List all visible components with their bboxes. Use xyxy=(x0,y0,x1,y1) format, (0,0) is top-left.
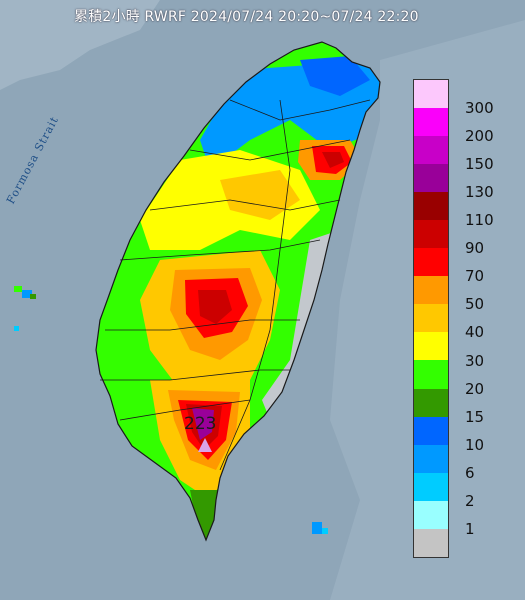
offshore-islands xyxy=(14,286,328,534)
legend-swatch xyxy=(414,332,448,361)
legend-swatch xyxy=(414,276,448,305)
legend-swatch xyxy=(414,136,448,165)
legend-label: 90 xyxy=(465,239,485,258)
legend-swatch xyxy=(414,360,448,389)
max-rainfall-marker-icon xyxy=(198,438,212,452)
legend-swatch xyxy=(414,164,448,193)
legend-swatch xyxy=(414,108,448,137)
legend-label: 10 xyxy=(465,435,485,454)
legend-swatch xyxy=(414,248,448,277)
legend-label: 200 xyxy=(465,127,494,146)
legend-swatch xyxy=(414,304,448,333)
legend-label: 6 xyxy=(465,463,475,482)
legend-swatch xyxy=(414,80,448,109)
legend-label: 50 xyxy=(465,295,485,314)
legend-label: 15 xyxy=(465,407,485,426)
legend-label: 70 xyxy=(465,267,485,286)
legend-label: 20 xyxy=(465,379,485,398)
legend-swatch xyxy=(414,388,448,417)
rainfall-legend: 300 200 150 130 110 90 70 50 40 30 20 15 10 6 2 1 xyxy=(413,79,523,569)
legend-color-bar xyxy=(413,79,449,558)
legend-label: 2 xyxy=(465,491,475,510)
legend-label: 1 xyxy=(465,519,475,538)
legend-label: 130 xyxy=(465,183,494,202)
cloud-texture xyxy=(0,0,160,90)
legend-swatch xyxy=(414,220,448,249)
legend-label: 150 xyxy=(465,155,494,174)
map-title: 累積2小時 RWRF 2024/07/24 20:20~07/24 22:20 xyxy=(74,9,419,25)
legend-swatch xyxy=(414,500,448,529)
max-rainfall-label: 223 xyxy=(184,414,217,434)
legend-swatch xyxy=(414,444,448,473)
legend-swatch xyxy=(414,472,448,501)
legend-label: 40 xyxy=(465,323,485,342)
legend-label: 30 xyxy=(465,351,485,370)
legend-swatch xyxy=(414,528,448,557)
legend-label: 300 xyxy=(465,99,494,117)
county-boundaries xyxy=(95,41,381,542)
legend-label: 110 xyxy=(465,211,494,230)
legend-swatch xyxy=(414,416,448,445)
legend-swatch xyxy=(414,192,448,221)
